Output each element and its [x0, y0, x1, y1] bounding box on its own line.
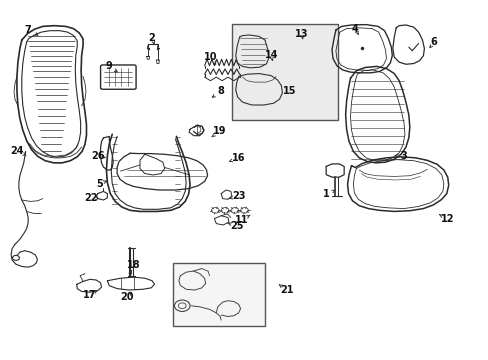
FancyBboxPatch shape: [172, 263, 264, 326]
Text: 15: 15: [283, 86, 296, 96]
Text: 24: 24: [10, 146, 23, 156]
Text: 10: 10: [203, 52, 217, 62]
Text: 1: 1: [322, 189, 329, 199]
Text: 23: 23: [231, 191, 245, 201]
Text: 12: 12: [440, 214, 453, 224]
Text: 14: 14: [264, 50, 277, 60]
Text: 11: 11: [235, 215, 248, 225]
Text: 17: 17: [83, 290, 97, 300]
Text: 26: 26: [91, 151, 104, 161]
Text: 8: 8: [217, 86, 224, 96]
Text: 20: 20: [120, 292, 133, 302]
Text: 13: 13: [295, 28, 308, 39]
Text: 19: 19: [212, 126, 225, 136]
Text: 2: 2: [148, 33, 155, 43]
Text: 5: 5: [96, 179, 103, 189]
Text: 4: 4: [351, 24, 358, 34]
Text: 21: 21: [280, 285, 293, 295]
Text: 25: 25: [230, 221, 244, 231]
Text: 9: 9: [106, 61, 112, 71]
Text: 18: 18: [126, 260, 140, 270]
Text: 16: 16: [231, 153, 245, 163]
Text: 7: 7: [25, 25, 31, 35]
Text: 3: 3: [400, 151, 407, 161]
Text: 6: 6: [430, 37, 437, 47]
Text: 22: 22: [84, 193, 98, 203]
FancyBboxPatch shape: [232, 24, 338, 120]
